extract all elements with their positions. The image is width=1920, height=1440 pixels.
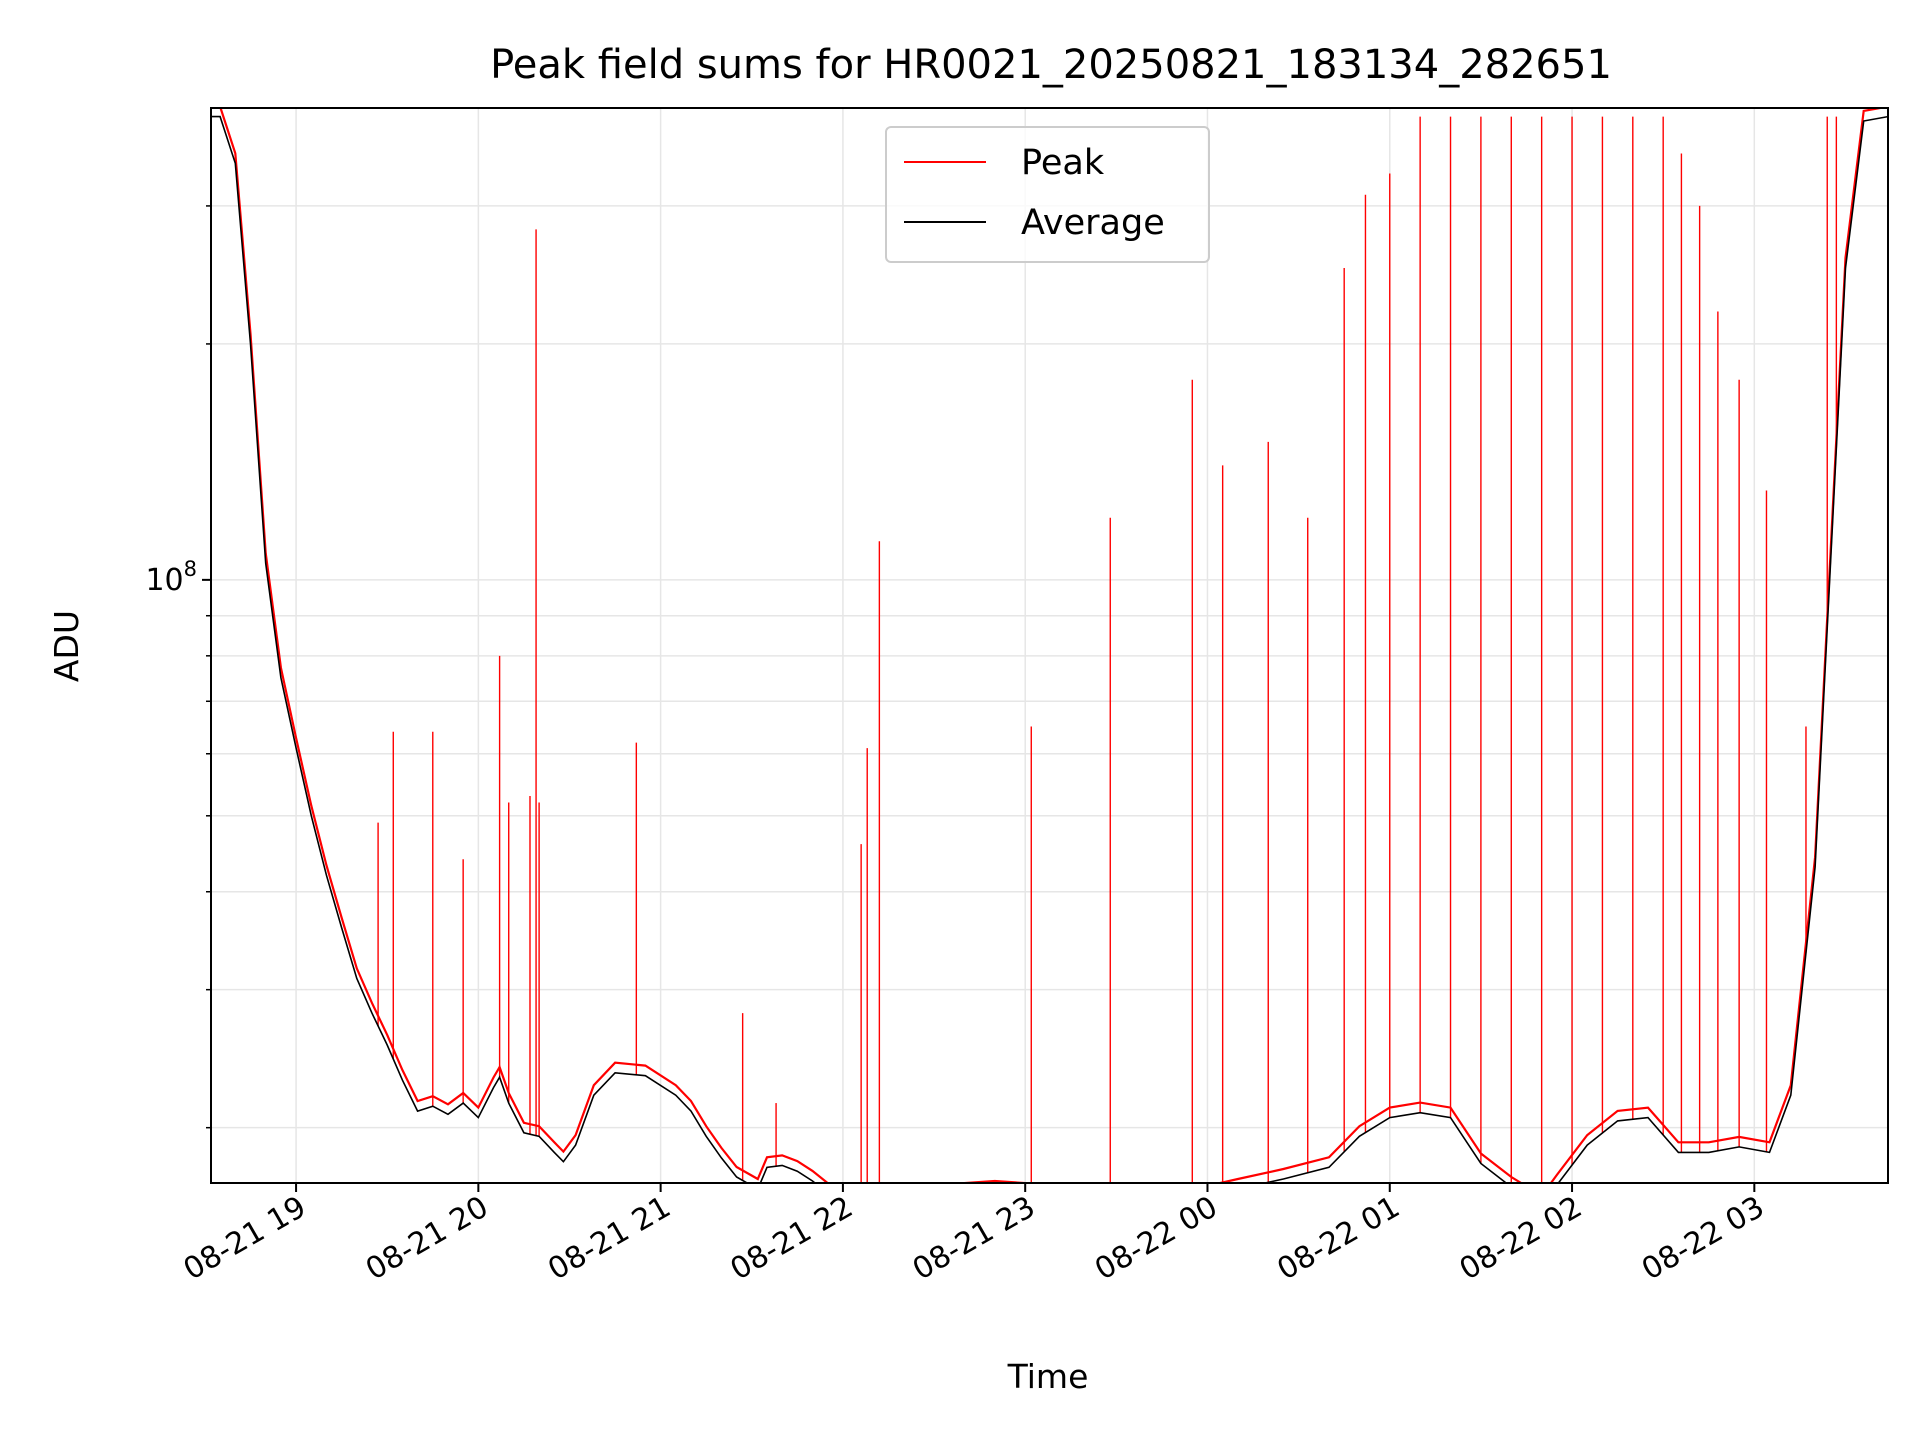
x-tick-label: 08-21 19 [178,1190,312,1288]
x-tick-label: 08-21 20 [360,1190,494,1288]
x-tick-label: 08-22 00 [1089,1190,1223,1288]
plot-frame [210,107,1889,1184]
x-tick-label: 08-21 21 [542,1190,676,1288]
legend: Peak Average [885,126,1210,263]
peak-series-line [219,108,1887,1183]
plot-area [211,108,1888,1183]
x-tick-label: 08-21 23 [907,1190,1041,1288]
y-axis-label: ADU [47,610,86,682]
y-tick-label: 108 [145,557,197,598]
x-axis: 08-21 19 08-21 20 08-21 21 08-21 22 08-21 23… [178,1183,1770,1288]
legend-peak-label: Peak [1021,143,1105,183]
legend-box [885,126,1210,263]
x-axis-label: Time [1007,1357,1089,1396]
x-tick-label: 08-22 01 [1271,1190,1405,1288]
average-series-line [211,115,1888,1183]
chart-title: Peak field sums for HR0021_20250821_1831… [490,42,1612,88]
y-axis: 108 [145,205,211,1129]
x-tick-label: 08-21 22 [725,1190,859,1288]
legend-average-label: Average [1021,203,1165,243]
x-tick-label: 08-22 03 [1636,1190,1770,1288]
x-tick-label: 08-22 02 [1454,1190,1588,1288]
